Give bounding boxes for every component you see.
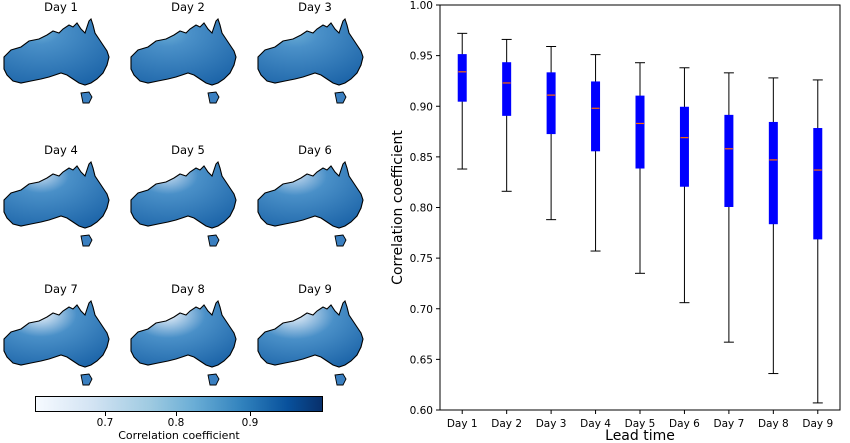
australia-mainland-shape xyxy=(257,160,364,229)
colorbar-tick-label: 0.8 xyxy=(167,417,185,429)
map-panel: Day 6 xyxy=(255,143,375,273)
australia-correlation-map xyxy=(130,299,237,386)
iqr-box xyxy=(502,62,512,116)
tasmania-shape xyxy=(80,373,93,386)
map-panel: Day 8 xyxy=(128,282,248,412)
map-panel: Day 5 xyxy=(128,143,248,273)
y-tick-label: 0.80 xyxy=(410,203,433,215)
map-panel: Day 9 xyxy=(255,282,375,412)
australia-correlation-map xyxy=(257,160,364,247)
iqr-box xyxy=(591,81,601,152)
map-panel-title: Day 7 xyxy=(44,282,78,296)
x-tick-label: Day 8 xyxy=(758,418,789,430)
tasmania-shape xyxy=(334,91,347,104)
tasmania-shape xyxy=(334,373,347,386)
australia-mainland-shape xyxy=(3,299,110,368)
australia-correlation-map xyxy=(257,299,364,386)
iqr-box xyxy=(724,114,734,207)
y-tick-label: 0.75 xyxy=(410,253,433,265)
box-5 xyxy=(635,62,645,274)
x-tick-label: Day 3 xyxy=(536,418,567,430)
x-tick-label: Day 6 xyxy=(669,418,700,430)
map-panel-title: Day 6 xyxy=(298,143,332,157)
colorbar-tick-label: 0.9 xyxy=(241,417,259,429)
colorbar-tick-label: 0.7 xyxy=(96,417,114,429)
tasmania-shape xyxy=(334,234,347,247)
iqr-box xyxy=(546,72,556,135)
box-2 xyxy=(501,38,512,192)
y-tick-label: 0.70 xyxy=(410,304,433,316)
map-panel-title: Day 9 xyxy=(298,282,332,296)
map-panel-title: Day 4 xyxy=(44,143,78,157)
map-panel-title: Day 5 xyxy=(171,143,205,157)
y-tick-label: 0.95 xyxy=(410,51,433,63)
iqr-box xyxy=(457,54,467,102)
y-tick-label: 0.60 xyxy=(410,405,433,417)
australia-mainland-shape xyxy=(257,17,364,86)
colorbar-tick xyxy=(176,412,177,416)
box-4 xyxy=(590,54,601,252)
australia-mainland-shape xyxy=(130,160,237,229)
australia-correlation-map xyxy=(3,17,110,104)
tasmania-shape xyxy=(80,234,93,247)
box-1 xyxy=(457,32,468,170)
map-panel: Day 2 xyxy=(128,0,248,130)
australia-mainland-shape xyxy=(3,17,110,86)
colorbar xyxy=(35,396,323,412)
australia-correlation-map xyxy=(130,160,237,247)
x-tick-label: Day 5 xyxy=(625,418,656,430)
map-panel: Day 7 xyxy=(1,282,121,412)
map-panel: Day 4 xyxy=(1,143,121,273)
box-plot-chart: 0.60 0.65 0.70 0.75 0.80 0.85 0.90 0.95 1.00 Day … xyxy=(390,0,841,443)
y-tick-label: 0.85 xyxy=(410,152,433,164)
x-tick-label: Day 4 xyxy=(580,418,611,430)
australia-mainland-shape xyxy=(130,299,237,368)
australia-mainland-shape xyxy=(257,299,364,368)
map-panel: Day 3 xyxy=(255,0,375,130)
iqr-box xyxy=(813,128,823,240)
box-9 xyxy=(812,79,823,404)
australia-mainland-shape xyxy=(3,160,110,229)
map-panel-title: Day 3 xyxy=(298,0,332,14)
y-tick-label: 1.00 xyxy=(410,0,433,12)
y-tick-label: 0.65 xyxy=(410,354,433,366)
map-panel-title: Day 2 xyxy=(171,0,205,14)
tasmania-shape xyxy=(207,373,220,386)
iqr-box xyxy=(635,95,645,169)
map-panel-grid: Day 1 Day 2 Day 3 Day 4 Day 5 Day 6 Day 7 Day 8… xyxy=(0,0,380,443)
x-tick-label: Day 7 xyxy=(714,418,745,430)
colorbar-tick xyxy=(105,412,106,416)
iqr-box xyxy=(679,106,689,187)
x-tick-label: Day 1 xyxy=(447,418,478,430)
y-axis-label: Correlation coefficient xyxy=(390,130,406,285)
x-tick-label: Day 9 xyxy=(802,418,833,430)
box-6 xyxy=(679,67,690,304)
australia-correlation-map xyxy=(3,299,110,386)
iqr-box xyxy=(768,121,778,225)
australia-mainland-shape xyxy=(130,17,237,86)
map-panel: Day 1 xyxy=(1,0,121,130)
tasmania-shape xyxy=(207,234,220,247)
colorbar-label: Correlation coefficient xyxy=(118,429,240,442)
map-panel-title: Day 8 xyxy=(171,282,205,296)
y-tick-label: 0.90 xyxy=(410,101,433,113)
box-7 xyxy=(723,72,734,343)
tasmania-shape xyxy=(207,91,220,104)
box-3 xyxy=(546,46,557,221)
x-axis-label: Lead time xyxy=(605,428,675,443)
x-tick-label: Day 2 xyxy=(491,418,522,430)
australia-correlation-map xyxy=(257,17,364,104)
colorbar-tick xyxy=(250,412,251,416)
box-8 xyxy=(768,77,779,375)
map-panel-title: Day 1 xyxy=(44,0,78,14)
australia-correlation-map xyxy=(130,17,237,104)
tasmania-shape xyxy=(80,91,93,104)
australia-correlation-map xyxy=(3,160,110,247)
